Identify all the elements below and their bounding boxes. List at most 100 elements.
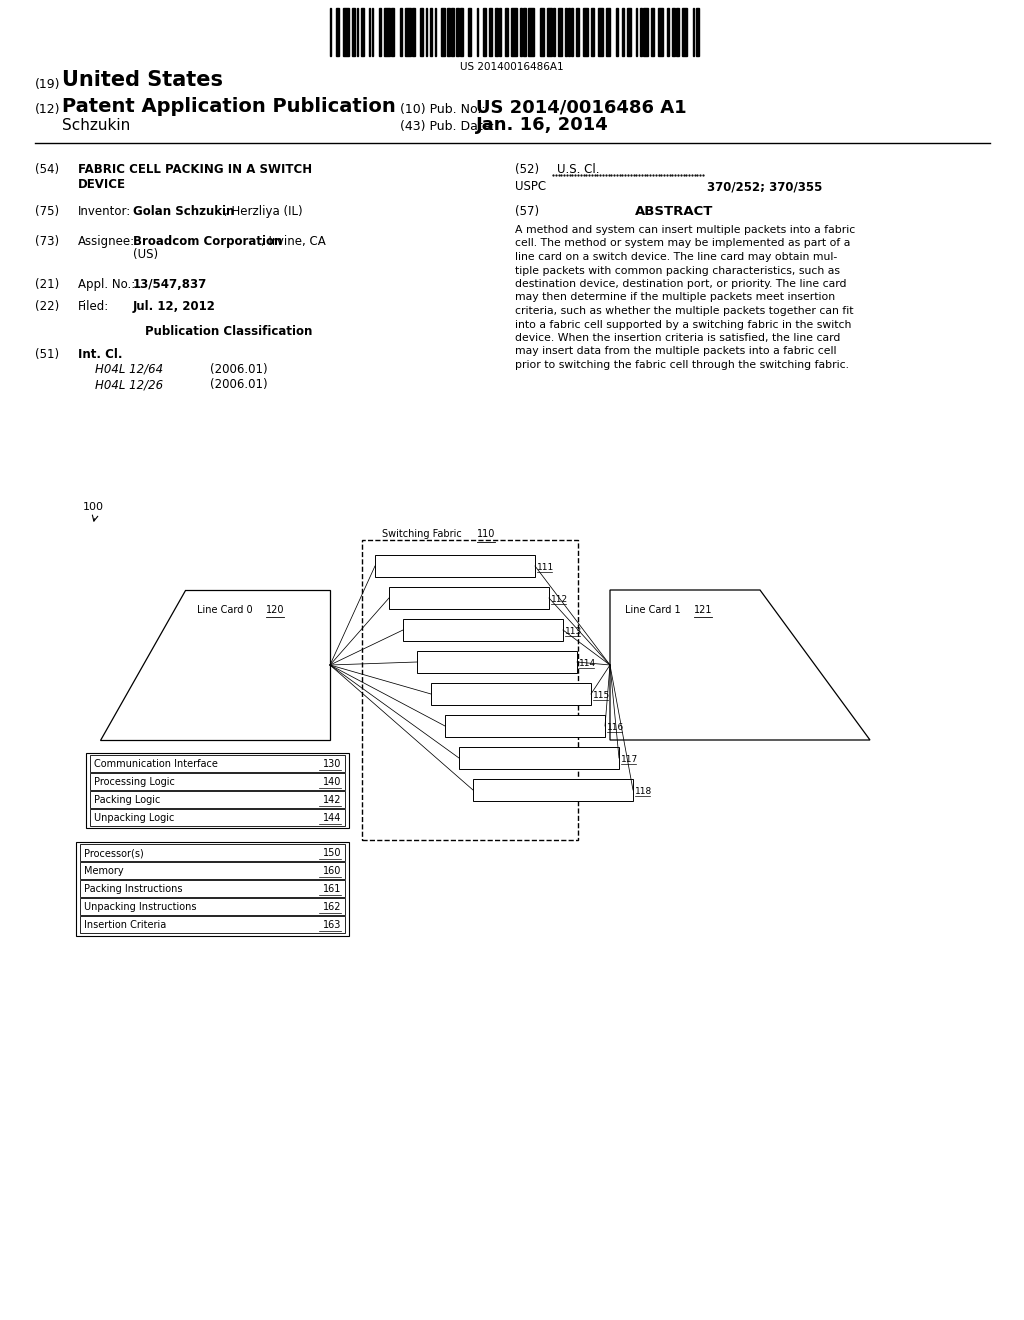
Bar	[520, 8, 522, 55]
Bar	[598, 8, 603, 55]
Bar	[80, 898, 345, 915]
Bar	[636, 8, 637, 55]
Text: United States: United States	[62, 70, 223, 90]
Text: 13/547,837: 13/547,837	[133, 279, 207, 290]
Polygon shape	[610, 590, 870, 741]
Bar	[361, 8, 365, 55]
Text: 120: 120	[266, 605, 285, 615]
Bar	[571, 8, 572, 55]
Text: Processing Logic: Processing Logic	[94, 777, 175, 787]
Text: 142: 142	[323, 795, 341, 805]
Bar	[90, 809, 345, 826]
Text: ABSTRACT: ABSTRACT	[635, 205, 714, 218]
Text: US 2014/0016486 A1: US 2014/0016486 A1	[476, 98, 687, 116]
Text: Assignee:: Assignee:	[78, 235, 135, 248]
Bar	[547, 8, 552, 55]
Bar	[389, 587, 549, 609]
Text: (73): (73)	[35, 235, 59, 248]
Text: U.S. Cl.: U.S. Cl.	[557, 162, 599, 176]
Bar	[468, 8, 471, 55]
Bar	[445, 715, 605, 737]
Bar	[583, 8, 588, 55]
Text: cell. The method or system may be implemented as part of a: cell. The method or system may be implem…	[515, 239, 850, 248]
Text: 370/252; 370/355: 370/252; 370/355	[707, 180, 822, 193]
Text: tiple packets with common packing characteristics, such as: tiple packets with common packing charac…	[515, 265, 840, 276]
Text: 140: 140	[323, 777, 341, 787]
Bar	[80, 862, 345, 879]
Bar	[343, 8, 349, 55]
Bar	[459, 747, 618, 770]
Text: (2006.01): (2006.01)	[210, 363, 267, 376]
Bar	[640, 8, 642, 55]
Text: 117: 117	[621, 755, 638, 764]
Text: Line Card 1: Line Card 1	[625, 605, 681, 615]
Text: may insert data from the multiple packets into a fabric cell: may insert data from the multiple packet…	[515, 346, 837, 356]
Bar	[435, 8, 436, 55]
Text: Unpacking Instructions: Unpacking Instructions	[84, 902, 197, 912]
Bar	[441, 8, 445, 55]
Text: Insertion Criteria: Insertion Criteria	[84, 920, 166, 931]
Text: (75): (75)	[35, 205, 59, 218]
Bar	[90, 774, 345, 789]
Bar	[558, 8, 562, 55]
Text: Publication Classification: Publication Classification	[145, 325, 312, 338]
Bar	[695, 8, 698, 55]
Text: DEVICE: DEVICE	[78, 178, 126, 191]
Text: 162: 162	[323, 902, 341, 912]
Text: Switching Fabric: Switching Fabric	[382, 529, 462, 539]
Bar	[380, 8, 381, 55]
Bar	[80, 916, 345, 933]
Text: Packing Logic: Packing Logic	[94, 795, 161, 805]
Bar	[568, 8, 569, 55]
Text: criteria, such as whether the multiple packets together can fit: criteria, such as whether the multiple p…	[515, 306, 853, 315]
Bar	[482, 8, 485, 55]
Bar	[86, 752, 349, 828]
Bar	[80, 843, 345, 861]
Text: 150: 150	[323, 847, 341, 858]
Text: Processor(s): Processor(s)	[84, 847, 143, 858]
Bar	[523, 8, 526, 55]
Text: 116: 116	[607, 723, 625, 733]
Text: Memory: Memory	[84, 866, 124, 876]
Text: A method and system can insert multiple packets into a fabric: A method and system can insert multiple …	[515, 224, 855, 235]
Bar	[672, 8, 675, 55]
Bar	[667, 8, 669, 55]
Text: (43) Pub. Date:: (43) Pub. Date:	[400, 120, 495, 133]
Text: 161: 161	[323, 884, 341, 894]
Text: (US): (US)	[133, 248, 158, 261]
Text: (10) Pub. No.:: (10) Pub. No.:	[400, 103, 485, 116]
Text: 100: 100	[83, 502, 104, 512]
Text: Packing Instructions: Packing Instructions	[84, 884, 182, 894]
Text: (19): (19)	[35, 78, 60, 91]
Text: 113: 113	[565, 627, 583, 636]
Text: H04L 12/26: H04L 12/26	[95, 378, 163, 391]
Bar	[505, 8, 508, 55]
Text: 112: 112	[551, 595, 568, 605]
Bar	[540, 8, 544, 55]
Text: 130: 130	[323, 759, 341, 770]
Bar	[446, 8, 450, 55]
Text: 111: 111	[537, 564, 554, 573]
Bar	[336, 8, 339, 55]
Bar	[500, 8, 501, 55]
Bar	[80, 880, 345, 898]
Text: , Herzliya (IL): , Herzliya (IL)	[224, 205, 303, 218]
Text: (51): (51)	[35, 348, 59, 360]
Polygon shape	[100, 590, 330, 741]
Text: Jul. 12, 2012: Jul. 12, 2012	[133, 300, 216, 313]
Bar	[375, 554, 535, 577]
Bar	[456, 8, 459, 55]
Text: (2006.01): (2006.01)	[210, 378, 267, 391]
Bar	[400, 8, 401, 55]
Bar	[420, 8, 423, 55]
Bar	[676, 8, 679, 55]
Text: Int. Cl.: Int. Cl.	[78, 348, 123, 360]
Text: Broadcom Corporation: Broadcom Corporation	[133, 235, 283, 248]
Bar	[352, 8, 355, 55]
Text: (12): (12)	[35, 103, 60, 116]
Text: 115: 115	[593, 692, 610, 701]
Text: USPC: USPC	[515, 180, 546, 193]
Bar	[76, 842, 349, 936]
Text: Patent Application Publication: Patent Application Publication	[62, 96, 395, 116]
Bar	[90, 791, 345, 808]
